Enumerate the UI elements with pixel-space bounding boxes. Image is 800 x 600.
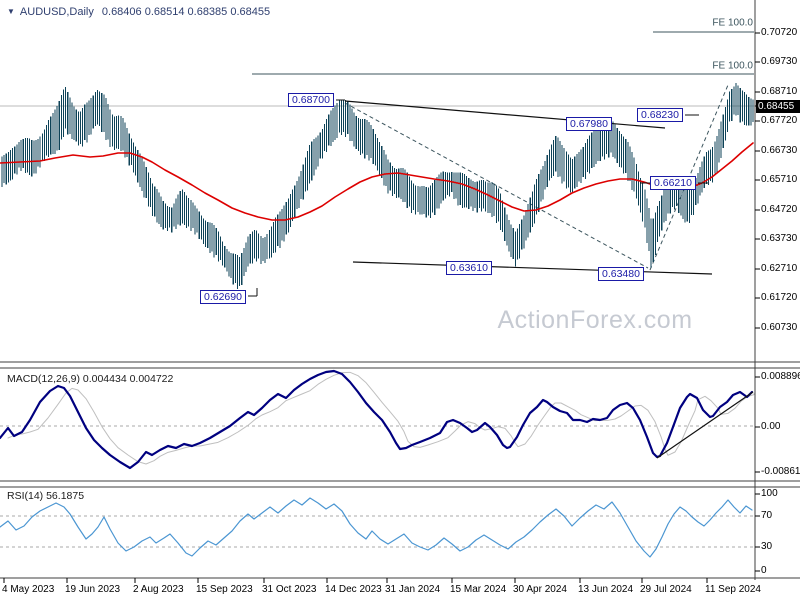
fib-extension-label[interactable]: FE 100.0 [712, 17, 753, 29]
price-level-label[interactable]: 0.68230 [637, 108, 683, 122]
macd-axis-label: 0.008896 [761, 371, 800, 382]
macd-main-line [0, 369, 754, 470]
price-axis-label: 0.69730 [761, 56, 798, 67]
price-level-label[interactable]: 0.62690 [200, 290, 246, 304]
macd-trendline[interactable] [656, 391, 754, 459]
price-axis-label: 0.64720 [761, 204, 798, 215]
date-axis-label: 11 Sep 2024 [705, 584, 761, 595]
macd-axis-label: -0.008612 [761, 466, 800, 477]
date-axis-label: 15 Mar 2024 [450, 584, 507, 595]
price-level-label[interactable]: 0.66210 [650, 176, 696, 190]
chart-header: ▼ AUDUSD,Daily 0.68406 0.68514 0.68385 0.6… [7, 6, 270, 18]
macd-axis-label: 0.00 [761, 421, 781, 432]
price-axis-label: 0.67720 [761, 115, 798, 126]
current-price-tag: 0.68455 [756, 100, 800, 113]
watermark: ActionForex.com [497, 306, 693, 334]
date-axis-label: 15 Sep 2023 [196, 584, 253, 595]
rsi-axis-label: 100 [761, 488, 778, 499]
price-axis-label: 0.66730 [761, 145, 798, 156]
price-level-label[interactable]: 0.67980 [566, 117, 612, 131]
symbol-timeframe: AUDUSD,Daily [19, 6, 94, 18]
price-axis-label: 0.63730 [761, 233, 798, 244]
rsi-line [0, 497, 753, 558]
fib-extension-label[interactable]: FE 100.0 [712, 60, 753, 72]
date-axis-label: 30 Apr 2024 [513, 584, 567, 595]
label-leader-lines [248, 99, 708, 297]
price-axis-label: 0.61720 [761, 292, 798, 303]
candlestick-series [1, 82, 754, 289]
rsi-indicator-label: RSI(14) 56.1875 [7, 490, 85, 502]
price-axis-label: 0.65710 [761, 174, 798, 185]
date-axis-label: 29 Jul 2024 [640, 584, 692, 595]
macd-signal-line [7, 371, 755, 465]
price-level-label[interactable]: 0.63610 [446, 261, 492, 275]
date-axis-label: 31 Oct 2023 [262, 584, 317, 595]
price-axis-label: 0.62710 [761, 263, 798, 274]
date-axis-label: 2 Aug 2023 [133, 584, 184, 595]
date-axis-label: 31 Jan 2024 [385, 584, 441, 595]
rsi-axis-label: 30 [761, 541, 773, 552]
ohlc-values: 0.68406 0.68514 0.68385 0.68455 [101, 6, 271, 18]
price-axis-label: 0.70720 [761, 27, 798, 38]
rsi-axis-label: 0 [761, 565, 767, 576]
date-axis-label: 4 May 2023 [2, 584, 55, 595]
fibonacci-extension-lines[interactable] [252, 31, 754, 75]
panel-borders [0, 0, 800, 583]
date-axis-label: 14 Dec 2023 [325, 584, 382, 595]
price-axis-label: 0.60730 [761, 322, 798, 333]
price-level-label[interactable]: 0.68700 [288, 93, 334, 107]
rsi-level-lines [0, 515, 755, 548]
date-axis-label: 13 Jun 2024 [578, 584, 634, 595]
date-axis-label: 19 Jun 2023 [65, 584, 121, 595]
collapse-arrow-icon[interactable]: ▼ [7, 7, 15, 16]
macd-indicator-label: MACD(12,26,9) 0.004434 0.004722 [7, 373, 174, 385]
rsi-axis-label: 70 [761, 510, 773, 521]
price-axis-label: 0.68710 [761, 86, 798, 97]
price-level-label[interactable]: 0.63480 [598, 267, 644, 281]
